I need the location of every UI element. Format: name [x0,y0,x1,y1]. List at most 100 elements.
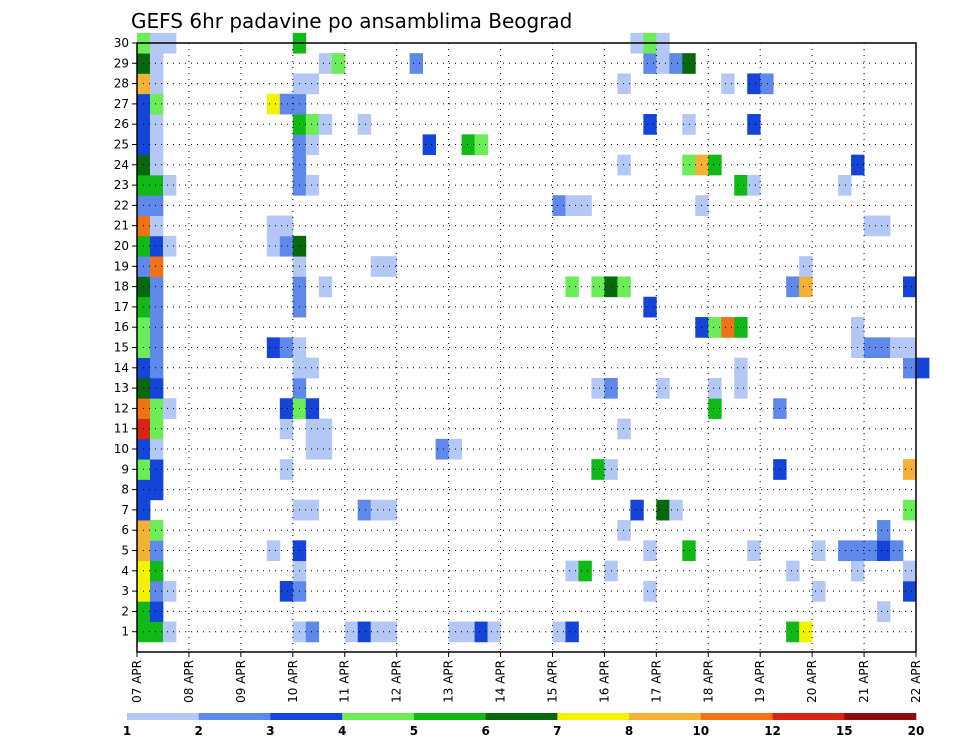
precip-cell [877,215,891,237]
colorbar-label: 4 [338,724,346,738]
y-tick-label: 26 [114,117,129,131]
x-tick-label: 15 APR [545,660,559,703]
x-tick-label: 09 APR [234,660,248,703]
precip-cell [721,317,735,338]
y-tick-label: 15 [114,341,129,355]
precip-cell [305,134,320,156]
precip-cell [643,53,657,74]
x-tick-label: 21 APR [857,660,871,703]
precip-cell [357,114,372,135]
precip-cell [149,154,164,176]
precip-cell [149,479,164,501]
precip-cell [305,357,320,379]
colorbar-label: 20 [908,724,925,738]
y-axis-ticks: 1234567891011121314151617181920212223242… [114,36,137,639]
precip-cell [708,398,722,419]
x-tick-label: 17 APR [649,660,663,703]
precip-cell [903,337,917,359]
precip-cell [149,317,164,338]
precip-cell [266,540,281,562]
precip-cell [305,499,320,521]
precip-cell [682,154,696,176]
precip-cell [643,580,657,602]
precip-cell [149,195,164,216]
precip-cell [591,377,605,399]
colorbar: 1 2 3 4 5 6 7 8 10 12 15 20 [123,713,925,738]
precip-cell [747,174,761,196]
precip-cell [617,154,631,176]
precip-cell [656,53,670,74]
x-tick-label: 11 APR [338,660,352,703]
x-tick-label: 18 APR [701,660,715,703]
x-tick-label: 14 APR [494,660,508,703]
precip-cell [643,540,657,562]
x-tick-label: 22 APR [909,660,923,703]
x-tick-label: 12 APR [390,660,404,703]
precip-cell [305,73,320,95]
y-tick-label: 24 [114,158,129,172]
x-tick-label: 10 APR [286,660,300,703]
precip-cell [916,357,930,379]
precip-cell [149,337,164,359]
precip-cell [279,418,294,440]
precip-cell [708,317,722,338]
precip-cell [903,459,917,480]
y-tick-label: 22 [114,198,129,212]
precip-cell [487,621,501,643]
x-tick-label: 13 APR [442,660,456,703]
precip-cell [890,540,904,562]
precip-cell [682,53,696,74]
precip-cell [409,53,424,74]
precip-cell [877,540,891,562]
precip-cell [162,398,177,419]
precip-cell [617,276,631,298]
precip-cell [552,195,566,216]
precip-cell [305,418,320,440]
precip-cell [552,621,566,643]
colorbar-label: 15 [836,724,853,738]
precip-cell [734,317,748,338]
precip-cell [838,174,852,196]
precip-cell [747,73,761,95]
precip-cell [760,73,774,95]
precip-cell [279,459,294,480]
precip-cell [357,499,372,521]
precip-cell [877,520,891,541]
precip-cell [565,195,579,216]
y-tick-label: 12 [114,401,129,415]
precip-cell [864,215,878,237]
precip-cell [903,560,917,582]
y-tick-label: 3 [121,584,129,598]
precip-cell [383,621,398,643]
precip-cell [864,540,878,562]
y-tick-label: 4 [121,564,129,578]
precip-cell [279,398,294,419]
colorbar-segment [342,713,415,720]
y-tick-label: 9 [121,462,129,476]
y-tick-label: 5 [121,544,129,558]
precip-cell [149,580,164,602]
precip-cell [799,256,813,277]
precip-cell [162,235,177,257]
colorbar-label: 3 [266,724,274,738]
y-tick-label: 2 [121,604,129,618]
colorbar-segment [629,713,702,720]
precip-cell [903,276,917,298]
precip-cell [344,621,359,643]
precip-cell [565,560,579,582]
precip-cell [279,337,294,359]
y-tick-label: 25 [114,138,129,152]
y-tick-label: 23 [114,178,129,192]
precip-cell [162,174,177,196]
precip-cell [435,438,449,460]
precip-cell [786,276,800,298]
colorbar-label: 12 [764,724,781,738]
precip-cell [565,276,579,298]
precip-cell [383,256,398,277]
precip-cell [656,377,670,399]
precip-cell [266,235,281,257]
precip-cell [149,53,164,74]
precip-cell [461,621,475,643]
precip-cell [669,53,683,74]
